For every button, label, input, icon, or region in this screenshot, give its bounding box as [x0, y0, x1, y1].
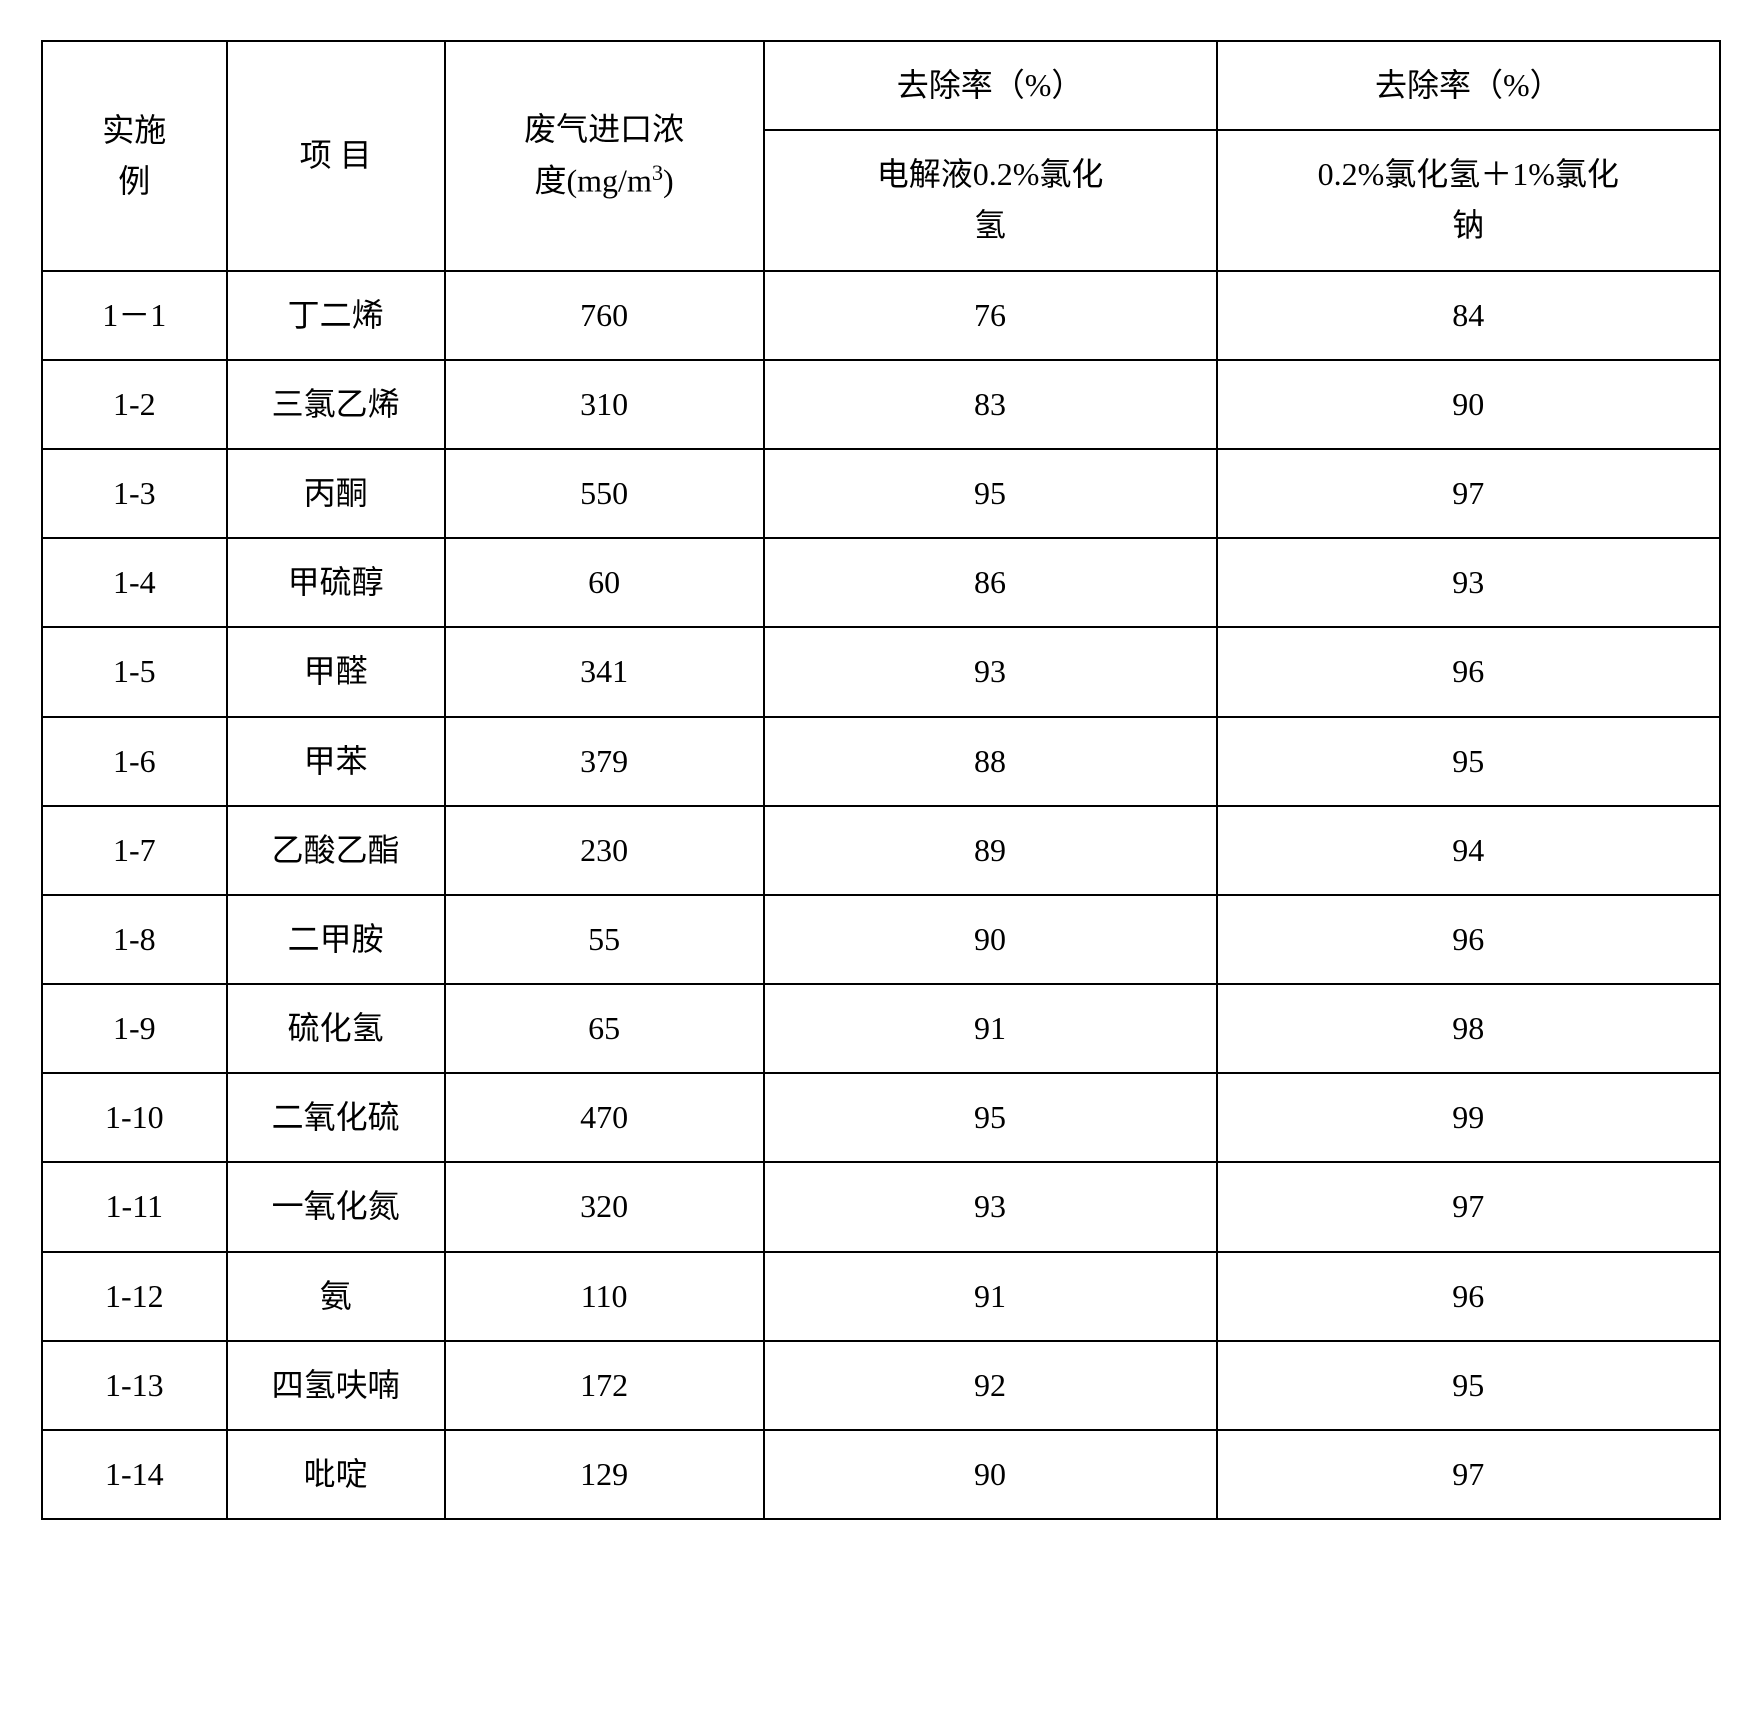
cell-inlet: 129 — [445, 1430, 764, 1519]
table-row: 1-12氨1109196 — [42, 1252, 1720, 1341]
col-header-example: 实施例 — [42, 41, 227, 271]
cell-item: 甲苯 — [227, 717, 445, 806]
cell-rate_b: 96 — [1217, 895, 1720, 984]
table-row: 1-13四氢呋喃1729295 — [42, 1341, 1720, 1430]
cell-rate_a: 91 — [764, 984, 1217, 1073]
cell-rate_a: 90 — [764, 1430, 1217, 1519]
cell-id: 1-5 — [42, 627, 227, 716]
cell-inlet: 760 — [445, 271, 764, 360]
cell-inlet: 65 — [445, 984, 764, 1073]
cell-rate_a: 93 — [764, 1162, 1217, 1251]
cell-id: 1-9 — [42, 984, 227, 1073]
cell-id: 1-4 — [42, 538, 227, 627]
cell-item: 吡啶 — [227, 1430, 445, 1519]
cell-inlet: 60 — [445, 538, 764, 627]
table-row: 1-4甲硫醇608693 — [42, 538, 1720, 627]
cell-rate_a: 89 — [764, 806, 1217, 895]
cell-item: 乙酸乙酯 — [227, 806, 445, 895]
cell-rate_b: 96 — [1217, 627, 1720, 716]
cell-item: 丁二烯 — [227, 271, 445, 360]
cell-id: 1-13 — [42, 1341, 227, 1430]
cell-rate_a: 92 — [764, 1341, 1217, 1430]
table-body: 1－1丁二烯76076841-2三氯乙烯31083901-3丙酮55095971… — [42, 271, 1720, 1520]
cell-item: 硫化氢 — [227, 984, 445, 1073]
cell-rate_b: 96 — [1217, 1252, 1720, 1341]
cell-rate_b: 94 — [1217, 806, 1720, 895]
cell-id: 1-8 — [42, 895, 227, 984]
cell-inlet: 230 — [445, 806, 764, 895]
table-row: 1-11一氧化氮3209397 — [42, 1162, 1720, 1251]
table-row: 1-8二甲胺559096 — [42, 895, 1720, 984]
col-header-item: 项 目 — [227, 41, 445, 271]
table-row: 1-10二氧化硫4709599 — [42, 1073, 1720, 1162]
cell-rate_b: 84 — [1217, 271, 1720, 360]
table-row: 1-9硫化氢659198 — [42, 984, 1720, 1073]
cell-rate_a: 93 — [764, 627, 1217, 716]
cell-item: 氨 — [227, 1252, 445, 1341]
cell-inlet: 550 — [445, 449, 764, 538]
table-row: 1-2三氯乙烯3108390 — [42, 360, 1720, 449]
col-header-inlet: 废气进口浓度(mg/m3) — [445, 41, 764, 271]
cell-id: 1-11 — [42, 1162, 227, 1251]
table-header: 实施例 项 目 废气进口浓度(mg/m3) 去除率（%） 去除率（%） 电解液0… — [42, 41, 1720, 271]
cell-id: 1-7 — [42, 806, 227, 895]
cell-rate_b: 97 — [1217, 449, 1720, 538]
table-row: 1-6甲苯3798895 — [42, 717, 1720, 806]
cell-item: 丙酮 — [227, 449, 445, 538]
cell-inlet: 172 — [445, 1341, 764, 1430]
table-row: 1－1丁二烯7607684 — [42, 271, 1720, 360]
cell-id: 1-2 — [42, 360, 227, 449]
cell-item: 二甲胺 — [227, 895, 445, 984]
cell-item: 甲醛 — [227, 627, 445, 716]
col-header-removal-b-top: 去除率（%） — [1217, 41, 1720, 130]
cell-item: 二氧化硫 — [227, 1073, 445, 1162]
cell-inlet: 470 — [445, 1073, 764, 1162]
cell-id: 1-14 — [42, 1430, 227, 1519]
cell-id: 1-3 — [42, 449, 227, 538]
cell-item: 甲硫醇 — [227, 538, 445, 627]
cell-rate_a: 95 — [764, 1073, 1217, 1162]
cell-rate_b: 90 — [1217, 360, 1720, 449]
col-header-removal-a-top: 去除率（%） — [764, 41, 1217, 130]
cell-rate_a: 88 — [764, 717, 1217, 806]
table-row: 1-7乙酸乙酯2308994 — [42, 806, 1720, 895]
data-table: 实施例 项 目 废气进口浓度(mg/m3) 去除率（%） 去除率（%） 电解液0… — [41, 40, 1721, 1520]
cell-inlet: 110 — [445, 1252, 764, 1341]
col-header-removal-a-sub: 电解液0.2%氯化氢 — [764, 130, 1217, 270]
cell-rate_b: 98 — [1217, 984, 1720, 1073]
cell-rate_b: 95 — [1217, 1341, 1720, 1430]
cell-item: 三氯乙烯 — [227, 360, 445, 449]
cell-inlet: 320 — [445, 1162, 764, 1251]
cell-id: 1-10 — [42, 1073, 227, 1162]
cell-item: 一氧化氮 — [227, 1162, 445, 1251]
cell-item: 四氢呋喃 — [227, 1341, 445, 1430]
cell-inlet: 310 — [445, 360, 764, 449]
cell-rate_b: 99 — [1217, 1073, 1720, 1162]
cell-rate_b: 93 — [1217, 538, 1720, 627]
table-row: 1-14吡啶1299097 — [42, 1430, 1720, 1519]
cell-rate_a: 95 — [764, 449, 1217, 538]
table-row: 1-5甲醛3419396 — [42, 627, 1720, 716]
col-header-removal-b-sub: 0.2%氯化氢＋1%氯化钠 — [1217, 130, 1720, 270]
cell-rate_b: 95 — [1217, 717, 1720, 806]
cell-id: 1-6 — [42, 717, 227, 806]
cell-inlet: 379 — [445, 717, 764, 806]
cell-inlet: 55 — [445, 895, 764, 984]
cell-id: 1－1 — [42, 271, 227, 360]
cell-rate_a: 86 — [764, 538, 1217, 627]
cell-rate_a: 83 — [764, 360, 1217, 449]
cell-inlet: 341 — [445, 627, 764, 716]
cell-rate_a: 91 — [764, 1252, 1217, 1341]
cell-rate_a: 90 — [764, 895, 1217, 984]
table-row: 1-3丙酮5509597 — [42, 449, 1720, 538]
cell-rate_b: 97 — [1217, 1430, 1720, 1519]
cell-rate_b: 97 — [1217, 1162, 1720, 1251]
cell-id: 1-12 — [42, 1252, 227, 1341]
cell-rate_a: 76 — [764, 271, 1217, 360]
